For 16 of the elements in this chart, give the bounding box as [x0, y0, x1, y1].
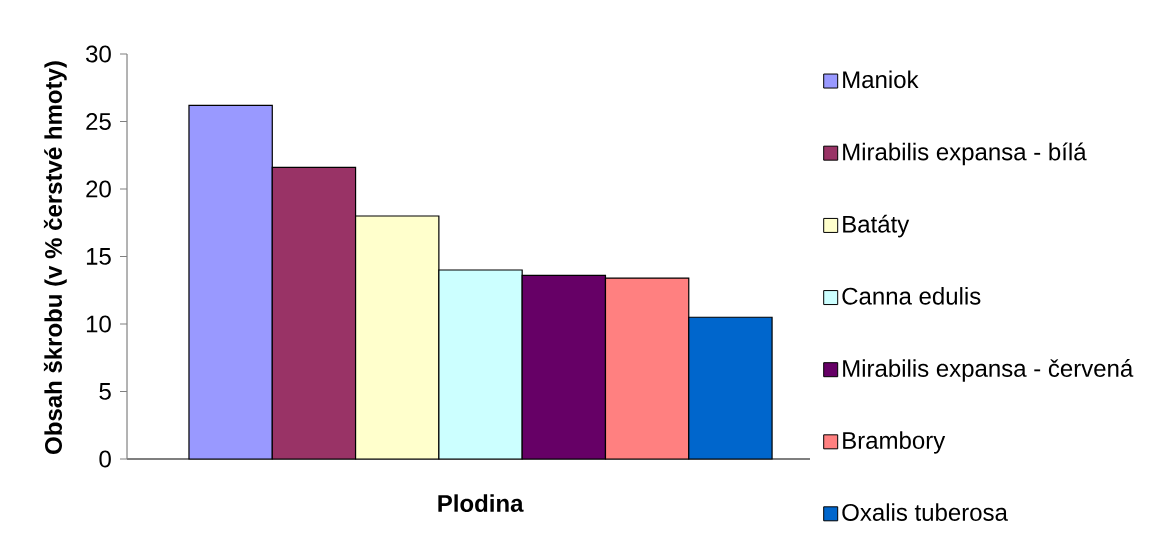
- y-tick-label: 20: [86, 180, 111, 198]
- y-tick-label: 0: [99, 450, 111, 468]
- y-tick-label: 5: [99, 383, 111, 400]
- y-axis-title: Obsah škrobu (v % čerstvé hmoty): [43, 61, 67, 454]
- y-tick-label: 25: [86, 113, 111, 130]
- y-tick-label: 30: [86, 45, 111, 63]
- y-tick-label: 10: [86, 315, 111, 333]
- legend-label: Mirabilis expansa - bílá: [843, 142, 1087, 166]
- legend-label: Batáty: [843, 214, 910, 238]
- x-axis-title: Plodina: [438, 494, 524, 512]
- legend-label: Brambory: [843, 431, 946, 454]
- legend-label: Oxalis tuberosa: [842, 503, 1008, 521]
- legend-label: Mirabilis expansa - červená: [843, 359, 1134, 382]
- legend-label: Maniok: [843, 70, 919, 89]
- y-tick-label: 15: [86, 248, 111, 265]
- legend-label: Canna edulis: [842, 287, 981, 305]
